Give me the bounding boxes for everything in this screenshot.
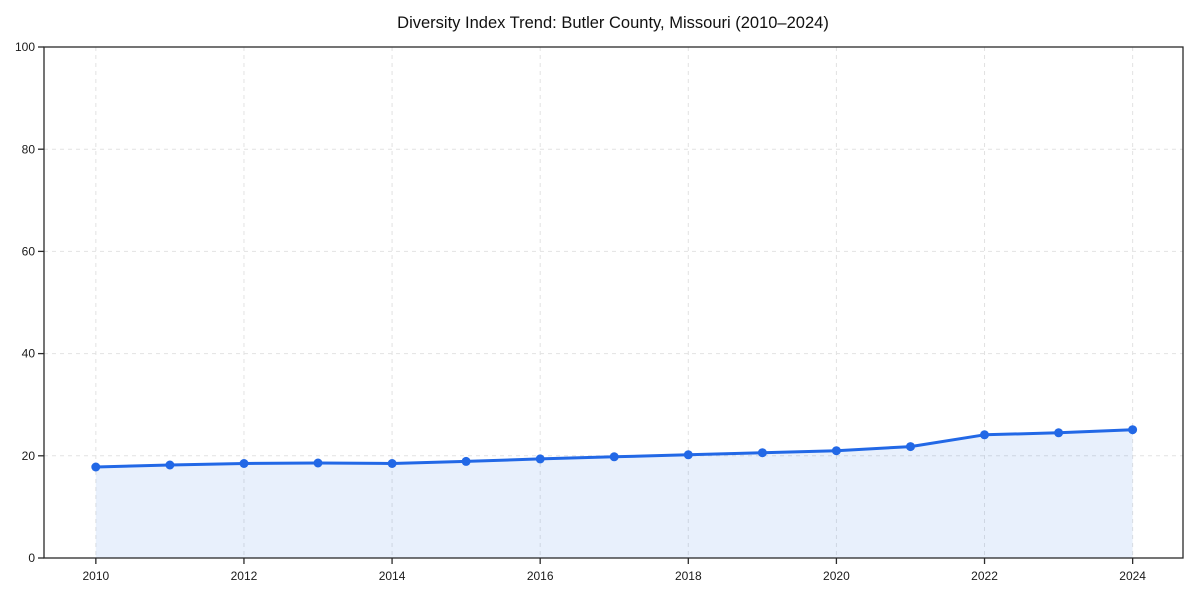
data-point	[165, 460, 175, 470]
y-tick-label: 0	[28, 551, 35, 565]
y-tick-label: 40	[22, 347, 36, 361]
data-point	[831, 446, 841, 456]
data-point	[239, 459, 249, 468]
y-tick-label: 80	[22, 142, 36, 156]
data-point	[387, 459, 397, 468]
data-point	[609, 452, 619, 462]
axis-ticks	[38, 46, 1134, 564]
plot-border	[43, 46, 1184, 559]
x-tick-label: 2016	[527, 569, 554, 583]
y-tick-label: 20	[22, 449, 36, 463]
x-tick-label: 2014	[379, 569, 406, 583]
chart-title: Diversity Index Trend: Butler County, Mi…	[397, 14, 829, 32]
data-point	[1054, 428, 1064, 438]
data-point	[980, 430, 989, 440]
data-point	[535, 454, 545, 464]
tick-labels: 0 20 40 60 80 100 2010 2012 2014 2016 2018 2020 2022…	[15, 40, 1146, 583]
x-tick-label: 2018	[675, 569, 702, 583]
data-point	[757, 448, 767, 458]
x-tick-label: 2022	[971, 569, 998, 583]
x-tick-label: 2020	[823, 569, 850, 583]
data-point	[906, 442, 915, 452]
data-points	[91, 425, 1138, 472]
x-tick-label: 2012	[231, 569, 258, 583]
data-point	[91, 462, 101, 472]
data-point	[461, 456, 471, 466]
data-point	[683, 450, 693, 460]
series-area-fill	[95, 429, 1133, 558]
data-point	[313, 458, 323, 468]
x-tick-label: 2010	[82, 569, 109, 583]
area-series	[95, 429, 1133, 558]
data-point	[1128, 425, 1138, 435]
y-tick-label: 100	[15, 40, 35, 54]
axes-spines	[43, 46, 1184, 559]
x-tick-label: 2024	[1119, 569, 1146, 583]
y-tick-label: 60	[22, 244, 36, 258]
